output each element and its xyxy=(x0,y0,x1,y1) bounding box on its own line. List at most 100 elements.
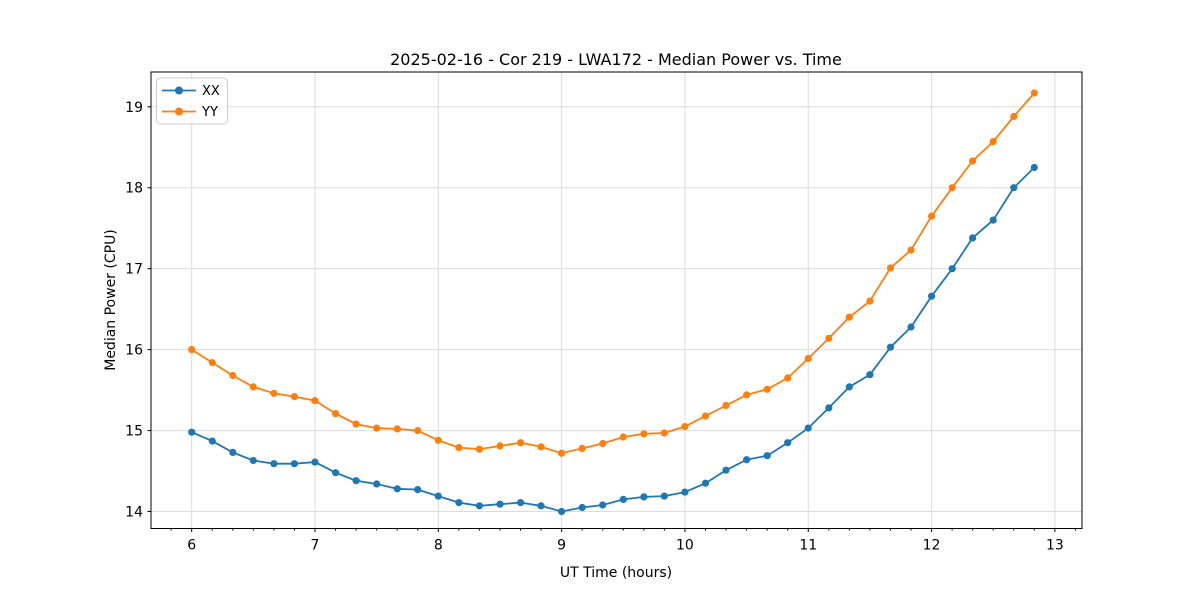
chart-title: 2025-02-16 - Cor 219 - LWA172 - Median P… xyxy=(390,50,842,69)
data-point-yy xyxy=(434,436,442,444)
data-point-yy xyxy=(558,449,566,457)
x-tick-label: 9 xyxy=(557,538,566,554)
data-point-xx xyxy=(928,292,936,300)
data-point-yy xyxy=(249,383,257,391)
data-point-xx xyxy=(270,460,278,468)
data-point-xx xyxy=(578,503,586,512)
data-point-yy xyxy=(393,425,401,433)
y-tick-label: 14 xyxy=(125,505,143,521)
plot-border xyxy=(150,71,1083,529)
series-line-xx xyxy=(191,166,1035,513)
data-point-yy xyxy=(229,371,237,380)
data-point-yy xyxy=(517,439,525,447)
y-tick-label: 19 xyxy=(125,100,143,116)
data-point-yy xyxy=(928,212,936,220)
data-point-xx xyxy=(989,216,997,224)
data-point-yy xyxy=(743,391,751,399)
y-tick-label: 18 xyxy=(125,181,143,197)
data-point-xx xyxy=(414,486,422,494)
data-point-yy xyxy=(866,297,874,305)
y-tick-label: 17 xyxy=(125,262,143,278)
data-point-yy xyxy=(886,264,895,272)
series-line-yy xyxy=(191,92,1035,455)
data-point-yy xyxy=(352,420,360,428)
data-point-xx xyxy=(496,500,504,508)
data-point-xx xyxy=(866,371,874,379)
data-point-yy xyxy=(578,444,586,452)
x-tick-label: 13 xyxy=(1046,538,1064,554)
data-point-yy xyxy=(948,184,956,192)
data-point-xx xyxy=(907,323,915,331)
data-point-yy xyxy=(1030,89,1038,97)
data-point-xx xyxy=(373,480,381,488)
data-point-xx xyxy=(311,458,319,466)
data-point-xx xyxy=(599,501,607,509)
data-point-yy xyxy=(414,427,422,435)
data-point-yy xyxy=(701,412,710,420)
data-point-xx xyxy=(1010,184,1018,192)
data-point-yy xyxy=(270,389,278,397)
data-point-xx xyxy=(558,507,566,516)
data-point-yy xyxy=(989,138,997,146)
data-point-yy xyxy=(640,430,648,438)
legend-label-yy: YY xyxy=(201,105,218,120)
data-point-xx xyxy=(763,452,771,460)
data-point-yy xyxy=(845,313,853,321)
data-point-xx xyxy=(517,499,525,507)
data-point-yy xyxy=(1010,112,1018,121)
data-point-yy xyxy=(311,397,319,405)
x-tick-label: 8 xyxy=(434,538,443,554)
x-tick-label: 7 xyxy=(311,538,320,554)
data-point-xx xyxy=(948,265,956,273)
x-axis-label: UT Time (hours) xyxy=(560,565,672,581)
data-point-xx xyxy=(352,477,360,485)
data-point-yy xyxy=(208,359,216,367)
data-point-yy xyxy=(969,157,977,165)
data-point-xx xyxy=(784,439,792,447)
data-point-yy xyxy=(784,374,792,382)
data-point-xx xyxy=(640,493,648,501)
data-point-yy xyxy=(188,346,196,354)
data-point-yy xyxy=(290,393,298,401)
grid-lines xyxy=(151,72,1082,529)
x-tick-label: 11 xyxy=(799,538,817,554)
data-point-xx xyxy=(804,424,812,432)
data-point-yy xyxy=(496,442,504,450)
data-point-xx xyxy=(743,456,751,464)
data-point-yy xyxy=(373,424,381,432)
legend-label-xx: XX xyxy=(202,84,220,99)
data-point-yy xyxy=(537,443,545,451)
data-point-xx xyxy=(229,448,237,456)
data-point-yy xyxy=(475,445,483,453)
data-point-xx xyxy=(969,234,977,242)
legend-box xyxy=(156,77,228,125)
data-point-xx xyxy=(681,488,689,496)
data-point-yy xyxy=(722,401,730,410)
data-point-xx xyxy=(886,343,895,351)
x-tick-label: 12 xyxy=(923,538,941,554)
data-point-yy xyxy=(660,429,668,437)
data-point-yy xyxy=(825,334,833,342)
data-point-xx xyxy=(475,502,483,510)
data-point-xx xyxy=(825,404,833,412)
data-point-xx xyxy=(455,499,463,507)
data-point-xx xyxy=(188,428,196,436)
data-point-xx xyxy=(290,460,298,468)
data-point-xx xyxy=(393,485,401,493)
data-point-yy xyxy=(907,246,915,254)
data-point-yy xyxy=(763,385,771,393)
data-point-xx xyxy=(722,466,730,474)
data-series xyxy=(188,89,1038,516)
data-point-yy xyxy=(619,433,627,441)
data-point-xx xyxy=(1030,163,1038,172)
data-point-yy xyxy=(455,444,463,452)
legend: XX YY xyxy=(156,77,228,125)
data-point-xx xyxy=(701,479,710,487)
data-point-yy xyxy=(804,354,812,363)
data-point-xx xyxy=(249,456,257,465)
axes-spines xyxy=(150,71,1083,529)
data-point-yy xyxy=(332,410,340,418)
y-tick-label: 15 xyxy=(125,424,143,440)
